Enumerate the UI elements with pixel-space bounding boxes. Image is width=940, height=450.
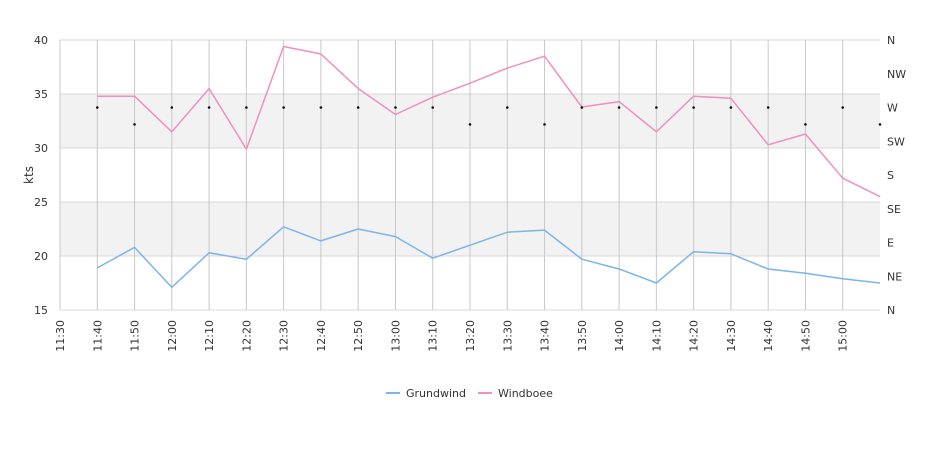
x-tick-label: 12:00 <box>166 320 179 352</box>
y2-tick-label: E <box>887 237 894 250</box>
direction-marker <box>282 106 285 109</box>
y2-tick-label: N <box>887 304 895 317</box>
legend-item-windboee[interactable]: Windboee <box>478 387 553 400</box>
direction-marker <box>468 123 472 126</box>
legend: Grundwind Windboee <box>386 387 553 400</box>
direction-marker <box>207 106 211 109</box>
direction-marker <box>841 106 845 109</box>
series-line-grundwind <box>96 226 881 289</box>
y-tick-label: 15 <box>34 304 48 317</box>
x-tick-label: 14:00 <box>613 320 626 352</box>
legend-item-grundwind[interactable]: Grundwind <box>386 387 466 400</box>
legend-label: Windboee <box>498 387 553 400</box>
direction-marker <box>655 106 658 109</box>
y-tick-label: 25 <box>34 196 48 209</box>
direction-marker <box>766 106 770 109</box>
x-tick-label: 13:50 <box>576 320 589 352</box>
direction-marker <box>394 106 397 109</box>
x-tick-label: 14:30 <box>725 320 738 352</box>
y-tick-label: 20 <box>34 250 48 263</box>
direction-marker <box>319 106 323 109</box>
x-tick-label: 12:10 <box>203 320 216 352</box>
direction-marker <box>580 106 584 109</box>
x-tick-label: 13:30 <box>501 320 514 352</box>
y-tick-label: 40 <box>34 34 48 47</box>
y2-tick-label: S <box>887 169 894 182</box>
direction-markers <box>95 106 882 126</box>
y2-tick-label: NE <box>887 270 902 283</box>
direction-marker <box>804 123 807 126</box>
x-tick-label: 13:00 <box>389 320 402 352</box>
direction-marker <box>170 106 174 109</box>
x-tick-label: 13:10 <box>427 320 440 352</box>
y2-tick-label: N <box>887 34 895 47</box>
x-tick-label: 14:50 <box>799 320 812 352</box>
x-tick-label: 11:40 <box>91 320 104 352</box>
y-tick-label: 35 <box>34 88 48 101</box>
y2-tick-label: NW <box>887 68 906 81</box>
direction-marker <box>245 106 248 109</box>
direction-marker <box>431 106 435 109</box>
y2-tick-label: W <box>887 102 898 115</box>
x-tick-label: 13:40 <box>539 320 552 352</box>
y2-tick-label: SE <box>887 203 901 216</box>
y-tick-label: 30 <box>34 142 48 155</box>
series-lines <box>96 45 881 289</box>
direction-marker <box>95 106 99 109</box>
x-tick-label: 14:40 <box>762 320 775 352</box>
y-axis-title: kts <box>22 166 36 184</box>
y2-tick-label: SW <box>887 135 905 148</box>
x-tick-label: 14:20 <box>688 320 701 352</box>
series-line-windboee <box>97 45 881 198</box>
direction-marker <box>133 123 136 126</box>
x-tick-label: 15:00 <box>837 320 850 352</box>
x-tick-label: 11:30 <box>54 320 67 352</box>
direction-marker <box>505 106 509 109</box>
direction-marker <box>692 106 695 109</box>
axes: 15 20 25 30 35 40 N NE E SE S SW W NW N 11:30 11:40 11:50… <box>22 34 906 352</box>
x-tick-label: 12:40 <box>315 320 328 352</box>
direction-marker <box>729 106 733 109</box>
x-tick-label: 12:50 <box>352 320 365 352</box>
x-tick-label: 14:10 <box>650 320 663 352</box>
x-tick-label: 11:50 <box>129 320 142 352</box>
direction-marker <box>878 123 882 126</box>
x-tick-label: 12:30 <box>278 320 291 352</box>
x-tick-label: 12:20 <box>240 320 253 352</box>
x-tick-label: 13:20 <box>464 320 477 352</box>
legend-label: Grundwind <box>406 387 466 400</box>
direction-marker <box>356 106 360 109</box>
direction-marker <box>543 123 546 126</box>
grid-lines <box>59 39 880 311</box>
direction-marker <box>617 106 621 109</box>
